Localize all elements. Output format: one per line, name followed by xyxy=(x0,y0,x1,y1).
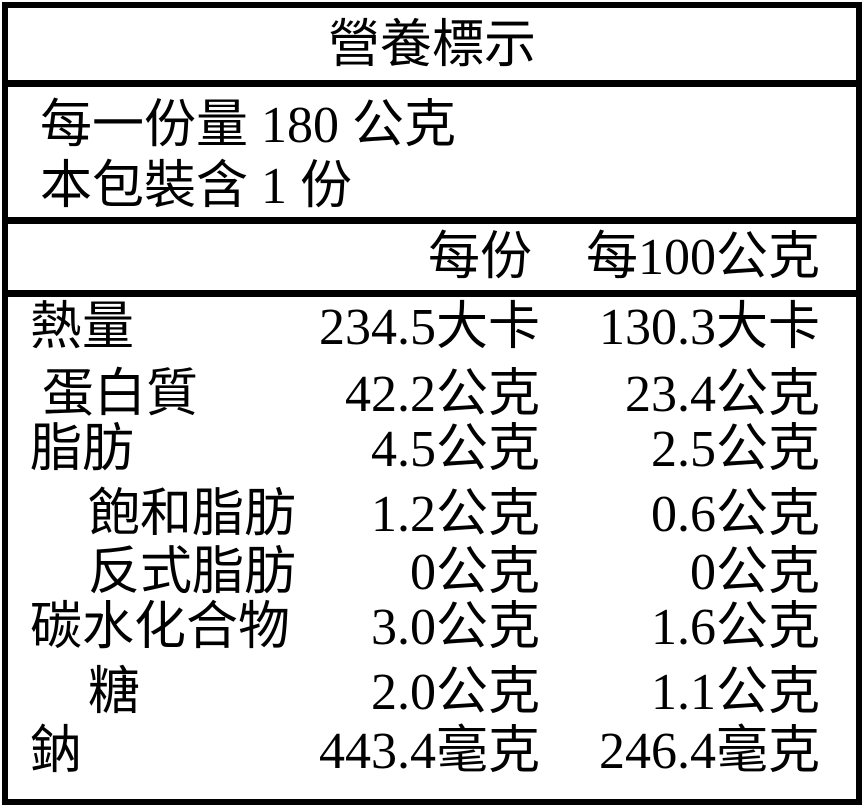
nutrient-per-serving: 42.2公克 xyxy=(344,366,540,423)
header-per-100g: 每100公克 xyxy=(585,229,820,286)
nutrient-label: 飽和脂肪 xyxy=(88,486,297,543)
nutrient-per-serving: 443.4毫克 xyxy=(318,723,540,780)
nutrient-per-serving: 3.0公克 xyxy=(370,599,540,656)
divider xyxy=(2,290,862,297)
divider xyxy=(2,80,862,87)
nutrient-per-serving: 234.5大卡 xyxy=(318,299,540,356)
nutrient-per-100g: 130.3大卡 xyxy=(598,299,820,356)
nutrient-per-serving: 1.2公克 xyxy=(370,486,540,543)
nutrient-per-100g: 1.6公克 xyxy=(650,599,820,656)
nutrient-per-serving: 0公克 xyxy=(409,544,540,601)
header-per-serving: 每份 xyxy=(427,229,532,286)
nutrient-per-100g: 0.6公克 xyxy=(650,486,820,543)
serving-size: 每一份量 180 公克 xyxy=(40,97,457,154)
nutrient-per-100g: 0公克 xyxy=(689,544,820,601)
nutrient-label: 反式脂肪 xyxy=(88,544,297,601)
nutrient-per-serving: 2.0公克 xyxy=(370,664,540,721)
nutrient-label: 熱量 xyxy=(30,299,135,356)
nutrient-label: 碳水化合物 xyxy=(30,599,291,656)
nutrient-per-100g: 1.1公克 xyxy=(650,664,820,721)
nutrient-per-100g: 2.5公克 xyxy=(650,421,820,478)
label-title: 營養標示 xyxy=(327,17,536,74)
nutrient-label: 蛋白質 xyxy=(42,366,199,423)
nutrient-label: 脂肪 xyxy=(30,421,135,478)
nutrient-per-100g: 23.4公克 xyxy=(624,366,820,423)
nutrient-label: 鈉 xyxy=(30,723,83,780)
divider xyxy=(2,217,862,224)
nutrient-per-100g: 246.4毫克 xyxy=(598,723,820,780)
nutrient-per-serving: 4.5公克 xyxy=(370,421,540,478)
servings-per-package: 本包裝含 1 份 xyxy=(40,158,353,215)
nutrient-label: 糖 xyxy=(88,664,141,721)
